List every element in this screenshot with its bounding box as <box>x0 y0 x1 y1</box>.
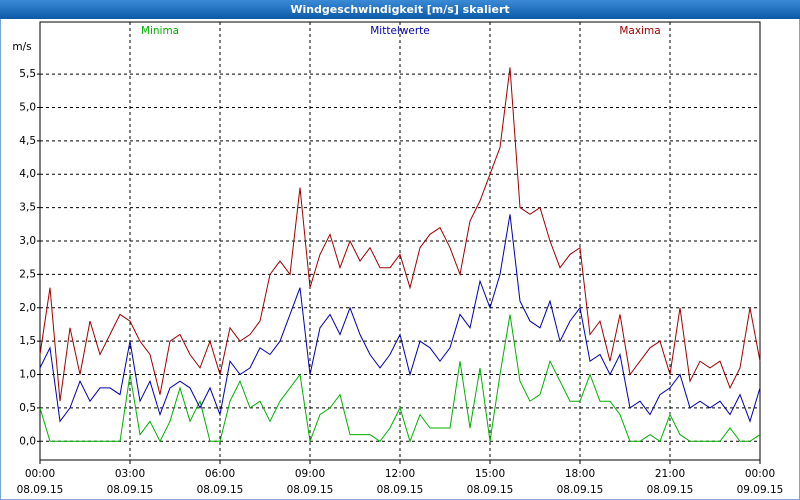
y-tick-label: 5,0 <box>19 101 36 113</box>
y-tick-label: 4,5 <box>19 135 36 147</box>
y-tick-label: 2,0 <box>19 302 36 314</box>
y-axis-label: m/s <box>12 41 31 53</box>
x-tick-label: 08.09.15 <box>287 484 334 496</box>
x-tick-label: 06:00 <box>205 468 235 480</box>
y-tick-label: 2,5 <box>19 268 36 280</box>
y-tick-label: 0,0 <box>19 435 36 447</box>
y-tick-label: 4,0 <box>19 168 36 180</box>
x-tick-label: 08.09.15 <box>17 484 64 496</box>
x-tick-label: 12:00 <box>385 468 415 480</box>
y-tick-label: 1,5 <box>19 335 36 347</box>
title-bar <box>0 0 800 19</box>
x-tick-label: 08.09.15 <box>557 484 604 496</box>
legend-label: Minima <box>141 25 179 37</box>
x-tick-label: 09:00 <box>295 468 325 480</box>
chart-title: Windgeschwindigkeit [m/s] skaliert <box>290 3 509 16</box>
y-tick-label: 5,5 <box>19 68 36 80</box>
y-tick-label: 0,5 <box>19 402 36 414</box>
y-tick-label: 3,0 <box>19 235 36 247</box>
series-line <box>39 214 761 423</box>
x-tick-label: 15:00 <box>475 468 505 480</box>
x-tick-label: 08.09.15 <box>467 484 514 496</box>
x-tick-label: 08.09.15 <box>647 484 694 496</box>
x-tick-label: 00:00 <box>745 468 775 480</box>
series-line <box>39 67 761 402</box>
x-tick-label: 08.09.15 <box>197 484 244 496</box>
series-line <box>39 314 761 444</box>
x-tick-label: 18:00 <box>565 468 595 480</box>
legend-label: Maxima <box>619 25 660 37</box>
legend-label: Mittelwerte <box>370 25 430 37</box>
x-tick-label: 08.09.15 <box>377 484 424 496</box>
x-tick-label: 00:00 <box>25 468 55 480</box>
x-tick-label: 21:00 <box>655 468 685 480</box>
y-tick-label: 1,0 <box>19 369 36 381</box>
x-tick-label: 08.09.15 <box>107 484 154 496</box>
y-tick-label: 3,5 <box>19 202 36 214</box>
x-tick-label: 09.09.15 <box>737 484 784 496</box>
x-tick-label: 03:00 <box>115 468 145 480</box>
